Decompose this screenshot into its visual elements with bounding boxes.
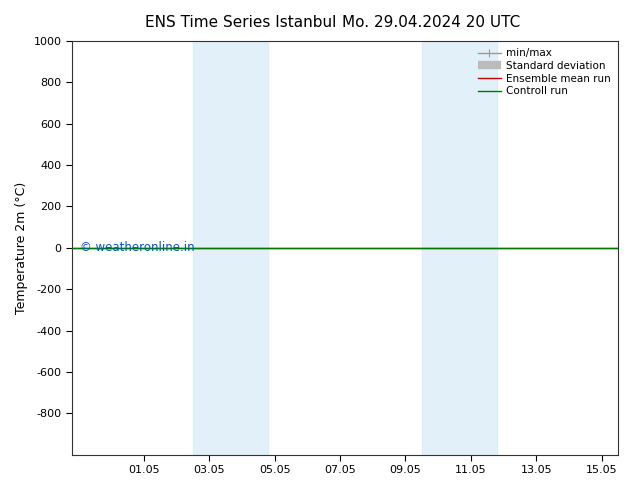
Y-axis label: Temperature 2m (°C): Temperature 2m (°C) xyxy=(15,182,28,314)
Text: ENS Time Series Istanbul: ENS Time Series Istanbul xyxy=(145,15,337,30)
Bar xyxy=(193,41,268,455)
Bar xyxy=(422,41,497,455)
Text: Mo. 29.04.2024 20 UTC: Mo. 29.04.2024 20 UTC xyxy=(342,15,521,30)
Legend: min/max, Standard deviation, Ensemble mean run, Controll run: min/max, Standard deviation, Ensemble me… xyxy=(476,46,612,98)
Text: © weatheronline.in: © weatheronline.in xyxy=(80,241,195,254)
